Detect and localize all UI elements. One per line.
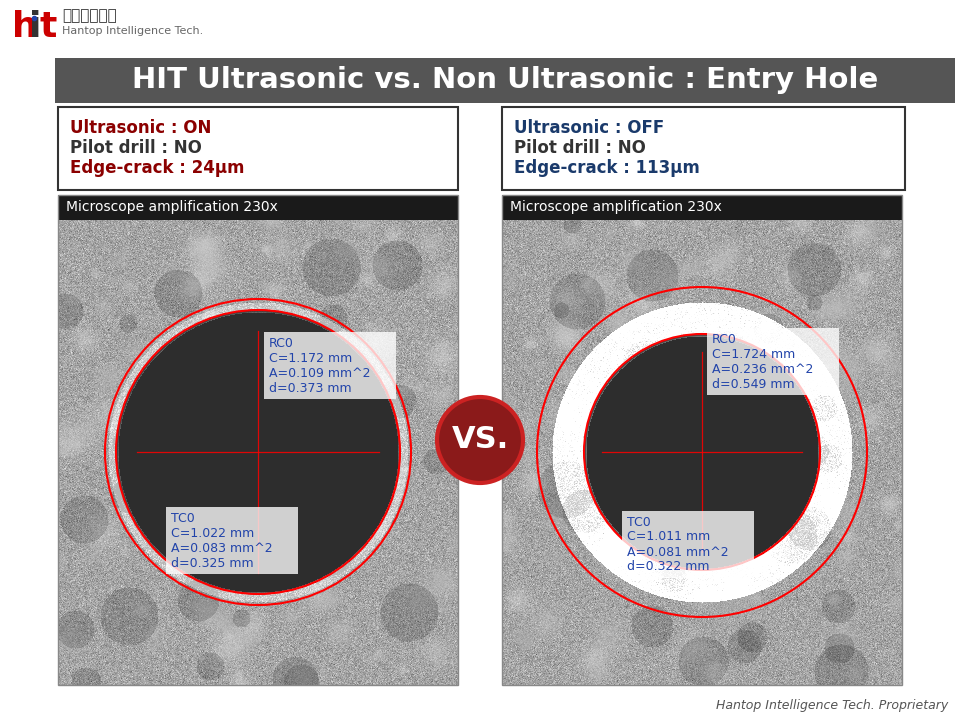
Text: t: t	[39, 10, 57, 44]
Text: C=1.011 mm: C=1.011 mm	[627, 531, 710, 544]
Bar	[55, 58, 955, 103]
Text: Pilot drill : NO: Pilot drill : NO	[514, 139, 646, 157]
FancyBboxPatch shape	[707, 328, 839, 395]
Text: TC0: TC0	[171, 512, 195, 525]
Text: A=0.081 mm^2: A=0.081 mm^2	[627, 546, 729, 559]
Text: i: i	[29, 10, 41, 44]
Text: Microscope amplification 230x: Microscope amplification 230x	[510, 200, 722, 215]
Text: C=1.172 mm: C=1.172 mm	[269, 353, 352, 366]
Text: Hantop Intelligence Tech. Proprietary: Hantop Intelligence Tech. Proprietary	[716, 699, 948, 712]
Text: A=0.236 mm^2: A=0.236 mm^2	[712, 364, 813, 377]
Bar	[502, 195, 902, 685]
FancyBboxPatch shape	[264, 333, 396, 400]
Text: h: h	[12, 10, 37, 44]
Text: VS.: VS.	[451, 426, 509, 454]
Circle shape	[437, 397, 523, 483]
Bar	[502, 195, 902, 220]
Text: TC0: TC0	[627, 516, 651, 528]
Text: Hantop Intelligence Tech.: Hantop Intelligence Tech.	[62, 26, 204, 36]
Text: RC0: RC0	[269, 338, 294, 351]
Text: C=1.022 mm: C=1.022 mm	[171, 527, 254, 540]
Text: RC0: RC0	[712, 333, 736, 346]
Text: Pilot drill : NO: Pilot drill : NO	[70, 139, 202, 157]
Text: d=0.373 mm: d=0.373 mm	[269, 382, 351, 395]
Text: Edge-crack : 113μm: Edge-crack : 113μm	[514, 159, 700, 177]
Text: Ultrasonic : OFF: Ultrasonic : OFF	[514, 119, 664, 137]
Bar	[502, 107, 905, 190]
Bar	[58, 107, 458, 190]
Text: Edge-crack : 24μm: Edge-crack : 24μm	[70, 159, 245, 177]
Bar	[58, 195, 458, 685]
FancyBboxPatch shape	[166, 507, 298, 574]
Text: A=0.109 mm^2: A=0.109 mm^2	[269, 367, 371, 380]
Text: Microscope amplification 230x: Microscope amplification 230x	[66, 200, 277, 215]
Text: HIT Ultrasonic vs. Non Ultrasonic : Entry Hole: HIT Ultrasonic vs. Non Ultrasonic : Entr…	[132, 66, 878, 94]
Text: 漢鼎智慧科技: 漢鼎智慧科技	[62, 8, 117, 23]
Text: Ultrasonic : ON: Ultrasonic : ON	[70, 119, 211, 137]
FancyBboxPatch shape	[622, 510, 754, 577]
Text: d=0.322 mm: d=0.322 mm	[627, 560, 709, 574]
Text: C=1.724 mm: C=1.724 mm	[712, 348, 795, 361]
Text: A=0.083 mm^2: A=0.083 mm^2	[171, 542, 273, 555]
Text: d=0.325 mm: d=0.325 mm	[171, 557, 253, 570]
Bar	[58, 195, 458, 220]
Text: d=0.549 mm: d=0.549 mm	[712, 378, 795, 391]
